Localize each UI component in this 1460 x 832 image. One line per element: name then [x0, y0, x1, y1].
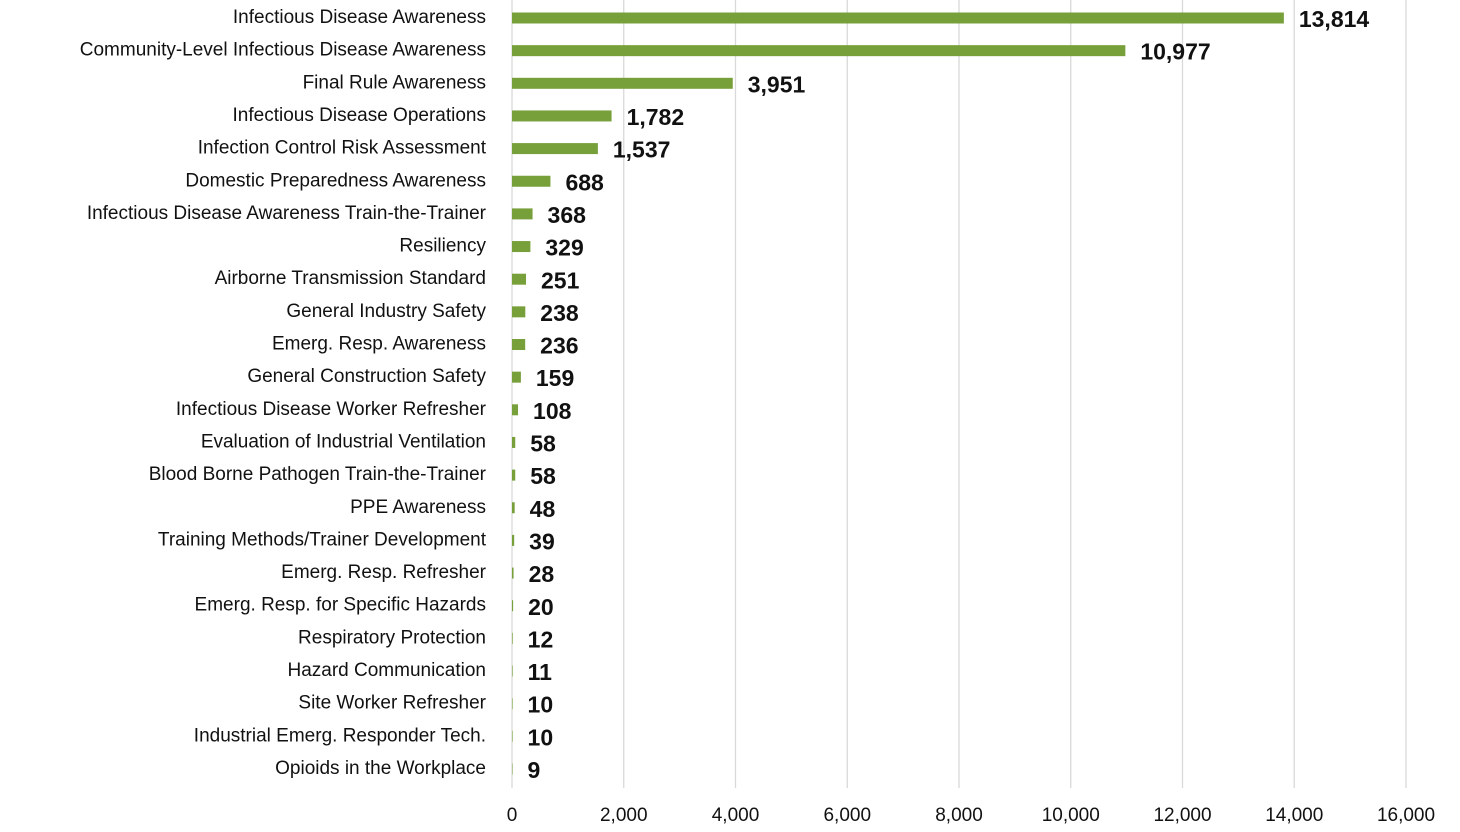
bar	[512, 632, 513, 644]
data-label: 9	[528, 757, 541, 783]
x-tick-label: 14,000	[1265, 805, 1323, 826]
y-tick-label: PPE Awareness	[350, 497, 486, 518]
bar	[512, 665, 513, 677]
y-tick-label: Community-Level Infectious Disease Aware…	[80, 40, 486, 61]
y-tick-label: Domestic Preparedness Awareness	[185, 170, 486, 191]
bar	[512, 339, 526, 350]
data-label: 20	[528, 594, 554, 620]
data-label: 1,782	[627, 104, 685, 130]
data-label: 12	[528, 626, 554, 652]
data-label: 13,814	[1299, 6, 1370, 32]
bar	[512, 306, 526, 318]
data-label: 11	[528, 659, 553, 685]
data-label: 39	[529, 528, 555, 554]
data-label: 159	[536, 365, 574, 391]
x-tick-label: 12,000	[1153, 805, 1211, 826]
y-tick-label: Evaluation of Industrial Ventilation	[201, 431, 486, 452]
bar	[512, 436, 516, 448]
y-tick-label: General Construction Safety	[247, 366, 486, 387]
data-label: 688	[565, 169, 604, 195]
data-label: 1,537	[613, 137, 671, 163]
bar	[512, 273, 527, 285]
bar	[512, 241, 531, 253]
y-tick-label: Infectious Disease Awareness Train-the-T…	[87, 203, 487, 224]
y-tick-label: Emerg. Resp. Refresher	[281, 562, 487, 583]
bar	[512, 175, 551, 187]
bar	[512, 12, 1284, 24]
bar	[512, 730, 513, 742]
x-tick-label: 8,000	[935, 805, 983, 826]
y-tick-label: Infection Control Risk Assessment	[198, 138, 487, 159]
y-tick-label: General Industry Safety	[286, 301, 486, 322]
y-tick-label: Blood Borne Pathogen Train-the-Trainer	[149, 464, 487, 485]
data-label: 236	[540, 333, 578, 359]
data-label: 251	[541, 267, 580, 293]
bar	[512, 45, 1126, 57]
x-tick-label: 4,000	[712, 805, 760, 826]
x-tick-label: 10,000	[1042, 805, 1100, 826]
bar	[512, 469, 516, 481]
data-label: 238	[540, 300, 579, 326]
y-tick-label: Infectious Disease Worker Refresher	[176, 399, 487, 420]
y-tick-label: Site Worker Refresher	[298, 693, 486, 714]
y-tick-label: Emerg. Resp. Awareness	[272, 334, 486, 355]
data-label: 329	[545, 235, 583, 261]
y-tick-label: Opioids in the Workplace	[275, 758, 486, 779]
bar	[512, 502, 515, 514]
data-label: 368	[548, 202, 587, 228]
bar	[512, 371, 521, 383]
y-tick-label: Hazard Communication	[287, 660, 486, 681]
data-label: 10,977	[1140, 39, 1210, 65]
bar	[512, 534, 515, 546]
y-tick-label: Resiliency	[399, 236, 486, 257]
y-tick-label: Infectious Disease Operations	[233, 105, 486, 126]
bar	[512, 698, 513, 710]
x-tick-label: 6,000	[823, 805, 871, 826]
bar	[512, 77, 733, 89]
bar	[512, 208, 533, 220]
bar	[512, 110, 612, 122]
data-label: 28	[529, 561, 555, 587]
bar	[512, 404, 519, 416]
data-label: 3,951	[748, 71, 806, 97]
data-label: 48	[530, 496, 556, 522]
y-tick-label: Training Methods/Trainer Development	[158, 529, 487, 550]
x-tick-label: 16,000	[1377, 805, 1435, 826]
data-label: 10	[528, 724, 554, 750]
bar	[512, 763, 513, 775]
bar	[512, 143, 598, 155]
data-label: 108	[533, 398, 572, 424]
y-tick-label: Airborne Transmission Standard	[215, 268, 486, 289]
data-label: 10	[528, 692, 554, 718]
y-tick-label: Infectious Disease Awareness	[233, 7, 486, 28]
bar	[512, 567, 514, 579]
bar	[512, 600, 514, 612]
y-tick-label: Emerg. Resp. for Specific Hazards	[195, 595, 486, 616]
x-tick-label: 2,000	[600, 805, 648, 826]
x-tick-label: 0	[507, 805, 518, 826]
y-tick-label: Industrial Emerg. Responder Tech.	[194, 725, 486, 746]
data-label: 58	[530, 431, 556, 457]
y-tick-label: Final Rule Awareness	[303, 72, 486, 93]
y-tick-label: Respiratory Protection	[298, 627, 486, 648]
data-label: 58	[530, 463, 556, 489]
